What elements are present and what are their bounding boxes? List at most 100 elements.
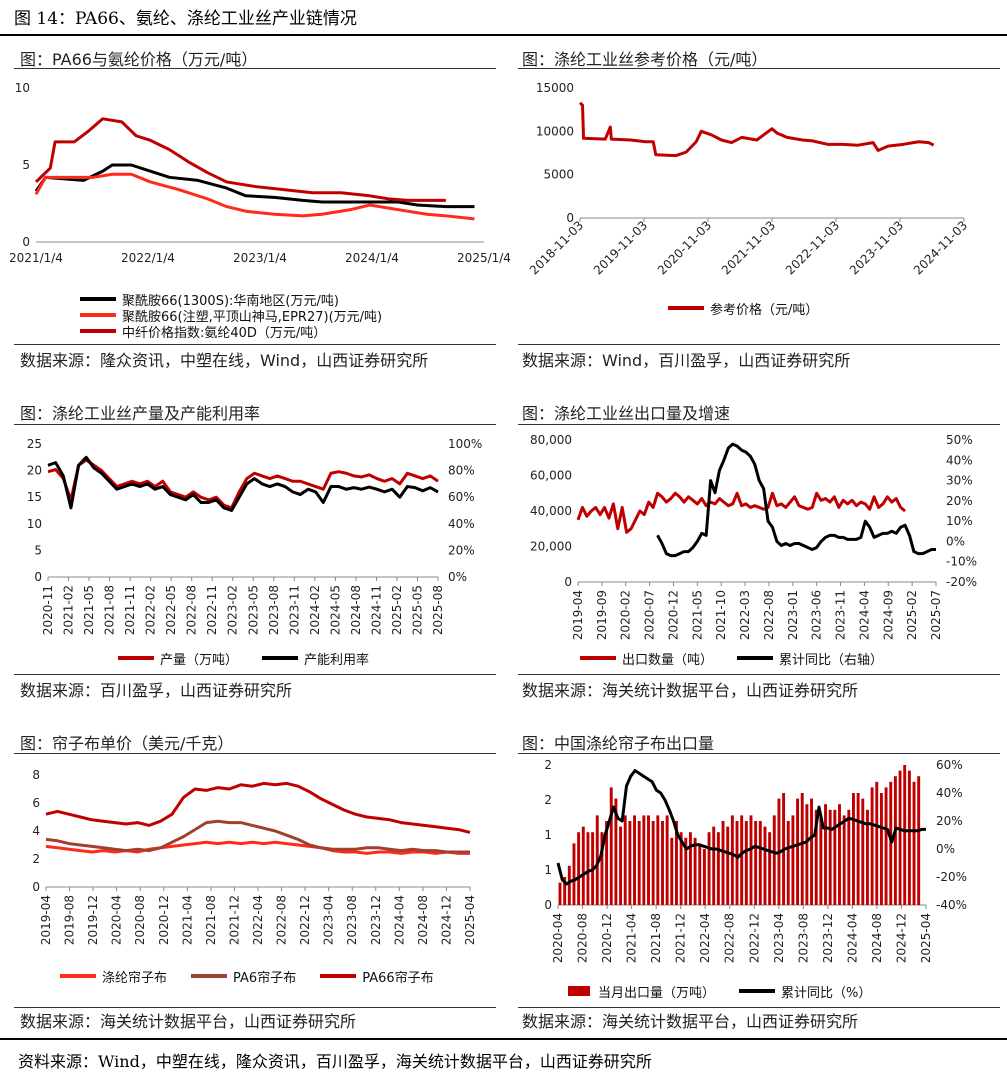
legend-item: PA66帘子布: [320, 967, 434, 986]
legend-label: 累计同比（%）: [781, 985, 872, 1001]
y-tick-label: 0: [564, 575, 572, 589]
bar: [879, 793, 883, 905]
bar: [833, 809, 837, 905]
bar: [600, 832, 604, 905]
x-tick-label: 2023-06: [810, 590, 824, 640]
panel-1-title: 图：PA66与氨纶价格（万元/吨）: [20, 50, 258, 69]
x-tick-label: 2019-04: [571, 590, 585, 640]
bar: [917, 776, 921, 905]
legend-item: 出口数量（吨）: [580, 649, 713, 668]
chart-2-legend: 参考价格（元/吨）: [668, 300, 818, 318]
x-tick-label: 2025-02: [390, 585, 404, 635]
bar: [628, 821, 632, 905]
legend-item: 聚酰胺66(注塑,平顶山神马,EPR27)(万元/吨): [80, 307, 382, 325]
x-tick-label: 2024-11: [369, 585, 383, 635]
panel-4-source-rule: [518, 674, 1000, 675]
x-tick-label: 2024-12: [894, 913, 908, 963]
x-tick-label: 2020-02: [619, 590, 633, 640]
bar: [581, 826, 585, 905]
x-tick-label: 2020-12: [157, 895, 171, 945]
bar: [819, 815, 823, 905]
y2-tick-label: 40%: [936, 786, 963, 800]
bar: [712, 826, 716, 905]
bar: [726, 826, 730, 905]
x-tick-label: 2022-08: [185, 585, 199, 635]
chart-polyester-export-growth: 0 20,000 40,000 60,000 80,000 -20% -10% 0% 10% 20…: [530, 433, 977, 640]
bar: [903, 765, 907, 905]
bar: [814, 809, 818, 905]
x-tick-label: 2021/1/4: [9, 251, 63, 265]
bar: [824, 804, 827, 905]
x-tick-label: 2018-11-03: [527, 218, 586, 277]
legend-swatch: [668, 306, 704, 310]
legend-item: 涤纶帘子布: [60, 967, 167, 986]
y-tick-label: 2: [544, 758, 552, 772]
bar: [684, 837, 688, 905]
x-tick-label: 2020-11-03: [655, 218, 714, 277]
y-tick-label: 6: [32, 796, 40, 810]
legend-swatch: [80, 313, 116, 317]
bar: [623, 815, 627, 905]
legend-swatch: [262, 656, 299, 660]
legend-label: 产量（万吨）: [160, 652, 239, 668]
x-tick-label: 2022-05: [164, 585, 178, 635]
x-tick-label: 2021-12: [227, 895, 241, 945]
panel-5-source: 数据来源：海关统计数据平台，山西证券研究所: [20, 1012, 357, 1031]
x-tick-label: 2023-12: [369, 895, 383, 945]
y2-tick-label: 20%: [946, 494, 973, 508]
x-tick-label: 2021-08: [649, 913, 663, 963]
legend-item: 中纤价格指数:氨纶40D（万元/吨）: [80, 323, 382, 341]
legend-item: 参考价格（元/吨）: [668, 300, 818, 318]
x-tick-label: 2023-01: [786, 590, 800, 640]
y-tick-label: 0: [32, 880, 40, 894]
bar: [838, 804, 841, 905]
x-tick-label: 2019-11-03: [591, 218, 650, 277]
bar: [800, 793, 804, 905]
x-tick-label: 2022-03: [738, 590, 752, 640]
y2-tick-label: -20%: [946, 575, 977, 589]
x-tick-label: 2019-04: [39, 895, 53, 945]
x-tick-label: 2021-05: [82, 585, 96, 635]
bar: [586, 832, 590, 905]
panel-5-source-rule: [14, 1007, 496, 1008]
x-tick-label: 2022/1/4: [121, 251, 175, 265]
x-tick-label: 2021-04: [625, 913, 639, 963]
bar: [665, 815, 669, 905]
legend-label: 产能利用率: [304, 652, 370, 668]
bar: [786, 821, 790, 905]
x-tick-label: 2025-05: [410, 585, 424, 635]
legend-swatch: [580, 656, 616, 660]
legend-item: 当月出口量（万吨）: [568, 982, 715, 1001]
x-tick-label: 2023-08: [267, 585, 281, 635]
y-tick-label: 1: [544, 828, 552, 842]
y-tick-label: 80,000: [530, 433, 572, 447]
x-tick-label: 2024-09: [881, 590, 895, 640]
x-tick-label: 2023-11: [834, 590, 848, 640]
y-tick-label: 5: [22, 158, 30, 172]
chart-polyester-output-utilization: 0 5 10 15 20 25 0% 20% 40% 60% 80% 100% 2020-11 2021-…: [27, 437, 483, 635]
y2-tick-label: 0%: [448, 570, 467, 584]
bar: [642, 815, 646, 905]
bar: [637, 821, 641, 905]
x-tick-label: 2022-08: [723, 913, 737, 963]
x-tick-label: 2023-02: [226, 585, 240, 635]
legend-item: 产能利用率: [262, 649, 369, 668]
panel-5-title: 图：帘子布单价（美元/千克）: [20, 734, 234, 753]
x-tick-label: 2023-11: [287, 585, 301, 635]
legend-item: PA6帘子布: [191, 967, 296, 986]
x-tick-label: 2023-08: [345, 895, 359, 945]
bar: [693, 837, 697, 905]
y-tick-label: 5000: [543, 168, 574, 182]
x-tick-label: 2024-11-03: [911, 218, 970, 277]
chart-6-legend: 当月出口量（万吨） 累计同比（%）: [568, 982, 895, 1001]
legend-label: 累计同比（右轴）: [779, 652, 884, 668]
series-line: [45, 781, 471, 834]
panel-2-title: 图：涤纶工业丝参考价格（元/吨）: [522, 50, 768, 69]
y-tick-label: 8: [32, 768, 40, 782]
x-tick-label: 2021-12: [674, 913, 688, 963]
y2-tick-label: -40%: [936, 898, 967, 912]
bar: [614, 798, 618, 905]
x-tick-label: 2023-05: [246, 585, 260, 635]
chart-3-legend: 产量（万吨） 产能利用率: [118, 649, 393, 668]
bar: [772, 815, 776, 905]
